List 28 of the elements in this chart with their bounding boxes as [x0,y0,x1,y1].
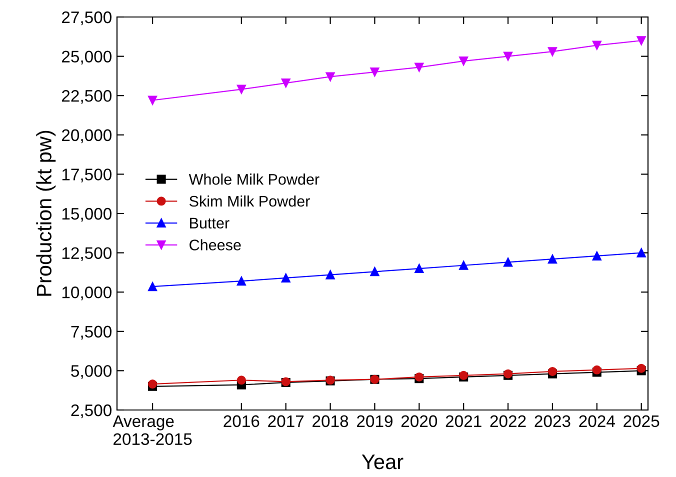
y-axis-title: Production (kt pw) [36,130,56,296]
x-tick-label: 2025 [624,415,660,428]
x-tick-label: 2018 [312,415,348,428]
x-tick-label: 2017 [268,415,304,428]
x-tick-label: Average 2013-2015 [112,415,192,446]
y-tick-label: 22,500 [62,90,112,104]
y-tick-label: 7,500 [71,326,112,340]
x-tick-label: 2019 [357,415,392,428]
legend-label: Whole Milk Powder [188,174,320,185]
y-tick-label: 10,000 [62,286,112,300]
y-tick-label: 27,500 [62,11,112,26]
y-tick-label: 17,500 [62,168,112,182]
y-tick-label: 5,000 [71,365,112,379]
x-tick-label: 2021 [446,415,482,428]
y-tick-label: 15,000 [62,208,112,222]
y-tick-label: 2,500 [71,404,112,418]
legend-label: Cheese [190,239,241,250]
x-tick-label: 2016 [224,415,260,428]
legend-label: Skim Milk Powder [190,195,310,207]
y-tick-label: 20,000 [62,129,112,144]
y-tick-label: 12,500 [62,247,112,261]
x-axis-title: Year [362,454,404,470]
x-tick-label: 2020 [401,415,438,428]
y-tick-label: 25,000 [62,50,112,64]
legend-label: Butter [190,218,230,229]
x-tick-label: 2022 [490,415,526,428]
x-tick-label: 2024 [579,415,615,428]
x-tick-label: 2023 [534,415,570,428]
